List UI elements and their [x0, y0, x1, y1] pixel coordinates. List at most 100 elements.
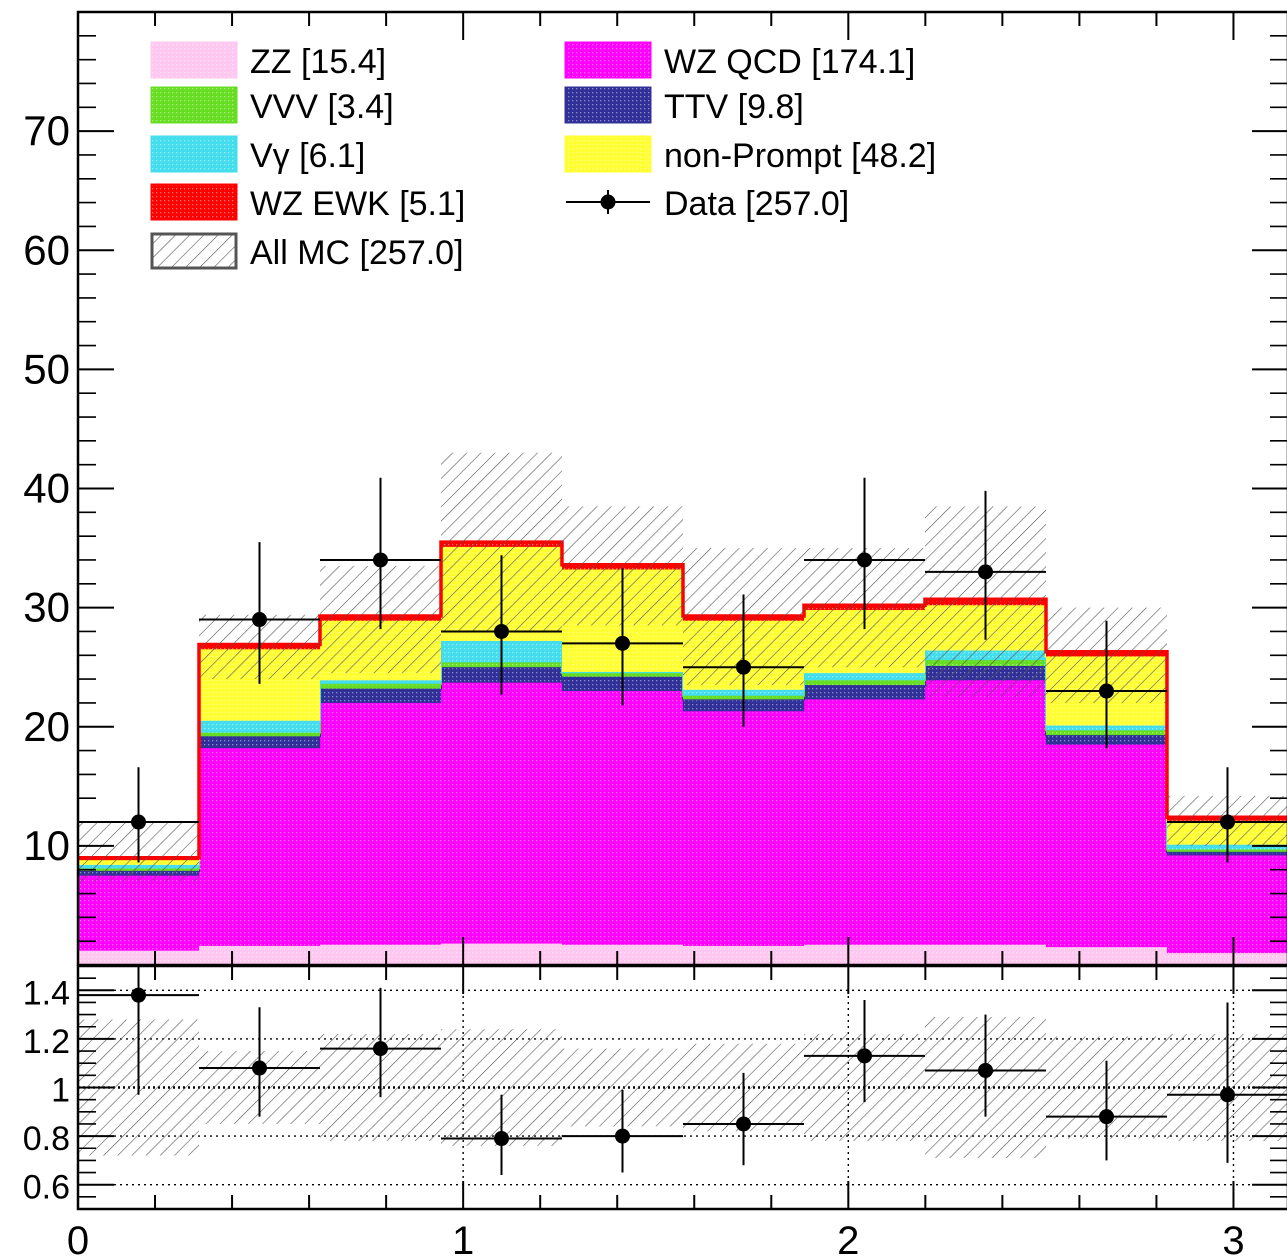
legend-label-zz-15-4-: ZZ [15.4]: [250, 43, 386, 81]
ratio-point-5: [683, 1072, 805, 1166]
bar-texture-0-0: [78, 950, 200, 965]
bar-texture-0-9: [1166, 953, 1287, 965]
bar-texture-1-9: [1166, 855, 1287, 954]
bar-texture-1-6: [804, 699, 925, 945]
ratio-point-0: [78, 966, 200, 1095]
bar-texture-4-1: [199, 720, 320, 733]
legend-swatch-texture-ttv-9-8-: [566, 88, 650, 122]
ratio-marker-1: [252, 1060, 268, 1076]
main-ytick-label-2: 30: [23, 584, 70, 631]
bar-texture-0-5: [683, 945, 805, 965]
x-tick-label-0: 0: [67, 1219, 89, 1260]
ratio-ytick-label-3: 1.2: [23, 1023, 70, 1061]
ratio-points: [78, 966, 1287, 1175]
legend-data-marker: [600, 194, 616, 210]
bar-texture-1-4: [561, 691, 683, 945]
ratio-ytick-label-1: 0.8: [23, 1120, 70, 1158]
ratio-marker-8: [1098, 1109, 1114, 1125]
bar-texture-1-1: [199, 748, 320, 946]
ratio-marker-2: [373, 1041, 388, 1057]
bar-texture-0-8: [1046, 947, 1167, 965]
legend-label-non-prompt-48-2-: non-Prompt [48.2]: [664, 137, 936, 175]
data-point-2: [319, 477, 442, 630]
data-marker-7: [978, 564, 993, 580]
bar-texture-4-2: [319, 680, 442, 684]
data-point-3: [441, 555, 562, 695]
legend-label-ttv-9-8-: TTV [9.8]: [664, 88, 804, 126]
bar-texture-0-3: [441, 943, 562, 965]
x-tick-label-2: 2: [837, 1219, 859, 1260]
data-point-5: [683, 594, 805, 727]
legend-label-wz-qcd-174-1-: WZ QCD [174.1]: [664, 43, 915, 81]
data-point-6: [804, 477, 925, 630]
main-ytick-label-6: 70: [23, 107, 70, 154]
bar-texture-1-5: [683, 711, 805, 946]
bar-texture-0-7: [924, 944, 1047, 965]
legend-swatch-texture-wz-ewk-5-1-: [152, 185, 236, 219]
bar-texture-0-6: [804, 944, 925, 965]
legend-swatch-texture-zz-15-4-: [152, 43, 236, 77]
legend-swatch-texture-non-prompt-48-2-: [566, 137, 650, 171]
ratio-marker-7: [978, 1062, 993, 1078]
data-point-4: [561, 568, 683, 706]
main-ytick-label-3: 40: [23, 465, 70, 512]
legend-swatch-texture-wz-qcd-174-1-: [566, 43, 650, 77]
ratio-frame: 0.6 0.8 1 1.2 1.4 0 1 2 3: [23, 964, 1287, 1260]
ratio-ytick-label-2: 1: [51, 1072, 70, 1110]
ratio-point-3: [441, 1094, 562, 1175]
bar-texture-2-2: [319, 688, 442, 703]
data-marker-5: [736, 659, 752, 675]
legend-swatch-texture-vvv-3-4-: [152, 88, 236, 122]
x-tick-label-3: 3: [1222, 1219, 1244, 1260]
ratio-marker-9: [1219, 1087, 1235, 1103]
data-marker-9: [1219, 814, 1235, 830]
series-1: [78, 679, 1287, 954]
data-marker-1: [252, 612, 268, 628]
ratio-marker-0: [131, 987, 147, 1003]
data-marker-4: [614, 635, 630, 651]
ratio-point-6: [804, 1000, 925, 1103]
data-point-9: [1166, 767, 1287, 863]
ratio-point-1: [199, 1007, 320, 1117]
bar-texture-1-0: [78, 875, 200, 951]
main-panel: [78, 452, 1287, 965]
data-point-7: [924, 490, 1047, 640]
legend-swatch-texture-v-6-1-: [152, 137, 236, 171]
ratio-marker-5: [736, 1116, 752, 1132]
legend-label-vvv-3-4-: VVV [3.4]: [250, 88, 394, 126]
bar-texture-3-2: [319, 683, 442, 689]
data-marker-3: [493, 623, 509, 639]
ratio-marker-3: [493, 1131, 509, 1147]
data-point-8: [1046, 620, 1167, 749]
ratio-point-7: [924, 1014, 1047, 1117]
data-points: [78, 477, 1287, 863]
main-ytick-label-4: 50: [23, 345, 70, 392]
ratio-point-4: [561, 1089, 683, 1173]
ratio-marker-4: [614, 1128, 630, 1144]
legend-label-all-mc-257-0-: All MC [257.0]: [250, 234, 464, 272]
bar-texture-0-2: [319, 944, 442, 965]
legend-label-data-257-0-: Data [257.0]: [664, 185, 849, 223]
data-marker-2: [373, 552, 388, 568]
bar-texture-0-4: [561, 944, 683, 965]
bar-texture-0-1: [199, 945, 320, 965]
legend: ZZ [15.4] VVV [3.4] Vγ [6.1] WZ EWK [5.1] Al…: [150, 41, 936, 272]
bar-texture-4-6: [804, 673, 925, 681]
data-point-0: [78, 767, 200, 863]
data-marker-0: [131, 814, 147, 830]
ratio-ytick-label-4: 1.4: [23, 974, 70, 1012]
bar-texture-3-1: [199, 732, 320, 737]
x-tick-label-1: 1: [452, 1219, 474, 1260]
legend-label-v-6-1-: Vγ [6.1]: [250, 137, 365, 175]
ratio-ytick-label-0: 0.6: [23, 1169, 70, 1207]
data-marker-8: [1098, 683, 1114, 699]
legend-label-wz-ewk-5-1-: WZ EWK [5.1]: [250, 185, 465, 223]
ratio-marker-6: [857, 1048, 873, 1064]
main-ytick-label-5: 60: [23, 226, 70, 273]
data-marker-6: [857, 552, 873, 568]
ratio-panel: [78, 966, 1287, 1209]
bar-texture-3-6: [804, 680, 925, 686]
data-point-1: [199, 542, 320, 684]
legend-swatch-all-mc-257-0-: [150, 232, 238, 270]
